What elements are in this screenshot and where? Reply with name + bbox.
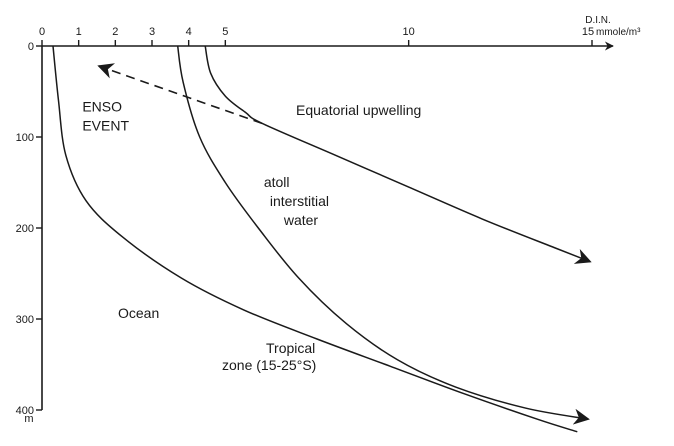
annotation-layer: atoll interstitial water ENSO EVENT [82, 63, 329, 228]
x-tick-label: 1 [76, 26, 82, 38]
series-label-tropical-zone-15-25-s: zone (15-25°S) [222, 357, 316, 373]
x-tick-label: 3 [149, 26, 155, 38]
y-tick-label: 300 [16, 314, 34, 326]
y-tick-label: 100 [16, 132, 34, 144]
annotation-atoll-interstitial-water: interstitial [270, 193, 329, 209]
x-tick-label: 15 [582, 26, 594, 38]
series-line-tropical-zone-15-25-s [176, 45, 590, 425]
annotation-enso-event: ENSO [82, 99, 122, 115]
series-label-ocean: Ocean [118, 305, 159, 321]
x-axis-unit-line1: D.I.N. [585, 15, 611, 26]
x-tick-label: 2 [112, 26, 118, 38]
series-label-tropical-zone-15-25-s: Tropical [266, 340, 315, 356]
y-tick-label: 0 [28, 41, 34, 53]
annotation-atoll-interstitial-water: water [283, 212, 319, 228]
x-axis-unit-line2: mmole/m³ [596, 27, 641, 38]
x-tick-label: 4 [186, 26, 192, 38]
enso-event-arrow [97, 63, 263, 125]
x-tick-label: 10 [403, 26, 415, 38]
series-line-equatorial-upwelling [204, 45, 592, 264]
series-line-ocean [52, 45, 578, 433]
x-axis-ticks: 0 1 2 3 4 5 10 15 mmole/m³ [39, 26, 641, 46]
y-axis-ticks: 0 100 200 300 400 [16, 41, 42, 417]
y-axis-unit: m [24, 413, 33, 425]
annotation-enso-event: EVENT [82, 118, 129, 134]
y-tick-label: 200 [16, 223, 34, 235]
x-tick-label: 0 [39, 26, 45, 38]
x-tick-label: 5 [222, 26, 228, 38]
series-label-equatorial-upwelling: Equatorial upwelling [296, 102, 421, 118]
annotation-atoll-interstitial-water: atoll [264, 174, 290, 190]
y-tick-label: 400 [16, 405, 34, 417]
